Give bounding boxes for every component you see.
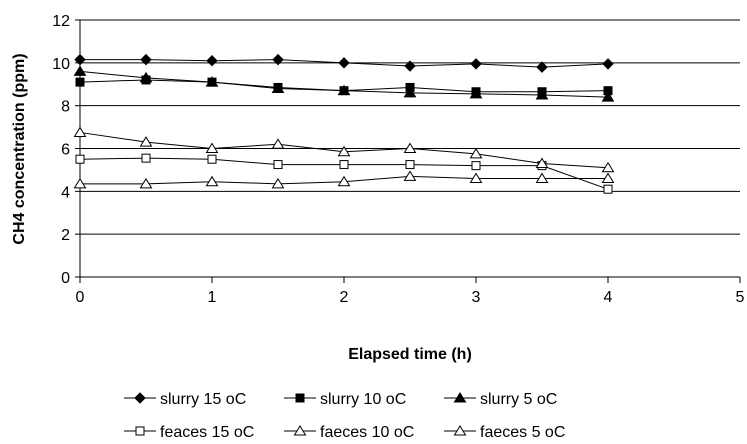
- series-1: [74, 53, 614, 73]
- data-point: [73, 177, 87, 189]
- data-point: [337, 84, 351, 96]
- data-point: [535, 88, 549, 100]
- legend-label: slurry 15 oC: [160, 391, 246, 408]
- data-point: [273, 160, 283, 170]
- legend-marker: [135, 426, 145, 436]
- x-tick-label: 4: [604, 289, 613, 306]
- y-tick-label: 10: [52, 56, 70, 73]
- data-point: [271, 177, 285, 189]
- data-point: [140, 53, 152, 66]
- legend-marker: [453, 425, 467, 436]
- data-point: [139, 71, 153, 83]
- data-point: [536, 61, 548, 73]
- data-point: [205, 175, 219, 187]
- legend-item: faeces 5 oC: [444, 424, 565, 441]
- x-tick-label: 3: [472, 289, 481, 306]
- y-tick-label: 2: [61, 227, 70, 244]
- legend-item: faeces 10 oC: [284, 424, 414, 441]
- data-point: [73, 65, 87, 76]
- y-tick-label: 4: [61, 184, 70, 201]
- data-point: [601, 161, 615, 173]
- series-3: [73, 65, 615, 102]
- data-point: [405, 160, 415, 170]
- data-point: [74, 53, 86, 66]
- data-point: [205, 142, 219, 153]
- series-4: [75, 153, 613, 194]
- series-6: [73, 170, 615, 189]
- data-point: [602, 58, 614, 70]
- legend-item: slurry 5 oC: [444, 391, 557, 408]
- data-point: [601, 172, 615, 183]
- x-tick-label: 0: [76, 289, 85, 306]
- data-point: [337, 175, 351, 187]
- data-point: [404, 60, 416, 72]
- data-point: [403, 86, 417, 98]
- data-point: [403, 142, 417, 153]
- legend-label: faeces 10 oC: [320, 424, 414, 441]
- data-point: [139, 136, 153, 147]
- legend-label: feaces 15 oC: [160, 424, 254, 441]
- y-tick-label: 6: [61, 142, 70, 159]
- data-point: [205, 76, 219, 87]
- legend-item: slurry 15 oC: [124, 391, 246, 408]
- data-point: [75, 77, 85, 87]
- legend-label: slurry 5 oC: [480, 391, 557, 408]
- series-lines: [73, 53, 615, 194]
- legend-marker: [293, 425, 307, 436]
- data-point: [339, 160, 349, 170]
- data-point: [139, 177, 153, 189]
- data-point: [206, 54, 218, 67]
- data-point: [141, 153, 151, 163]
- data-point: [272, 53, 284, 66]
- y-tick-label: 8: [61, 99, 70, 116]
- data-point: [470, 58, 482, 70]
- y-tick-label: 12: [52, 13, 70, 30]
- y-axis-title: CH4 concentration (ppm): [11, 53, 28, 244]
- data-point: [271, 82, 285, 94]
- series-5: [73, 126, 615, 173]
- x-tick-label: 1: [208, 289, 217, 306]
- data-point: [469, 172, 483, 183]
- data-point: [337, 145, 351, 157]
- data-point: [471, 161, 481, 171]
- x-axis-title: Elapsed time (h): [348, 346, 472, 363]
- data-point: [601, 91, 615, 102]
- gridlines: [80, 19, 740, 235]
- x-tick-label: 5: [736, 289, 745, 306]
- legend-marker: [295, 393, 305, 403]
- data-point: [469, 147, 483, 159]
- data-point: [535, 172, 549, 183]
- data-point: [469, 87, 483, 99]
- legend-marker: [134, 392, 146, 404]
- data-point: [207, 154, 217, 164]
- data-point: [403, 170, 417, 181]
- legend: slurry 15 oC slurry 10 oC slurry 5 oC feace…: [124, 391, 565, 441]
- legend-label: faeces 5 oC: [480, 424, 565, 441]
- data-point: [535, 157, 549, 168]
- data-point: [338, 57, 350, 69]
- data-point: [603, 184, 613, 194]
- x-tick-label: 2: [340, 289, 349, 306]
- legend-item: slurry 10 oC: [284, 391, 406, 408]
- data-point: [73, 126, 87, 137]
- data-point: [75, 154, 85, 164]
- y-tick-label: 0: [61, 270, 70, 287]
- legend-marker: [453, 392, 467, 403]
- legend-item: feaces 15 oC: [124, 424, 254, 441]
- data-point: [271, 138, 285, 149]
- legend-label: slurry 10 oC: [320, 391, 406, 408]
